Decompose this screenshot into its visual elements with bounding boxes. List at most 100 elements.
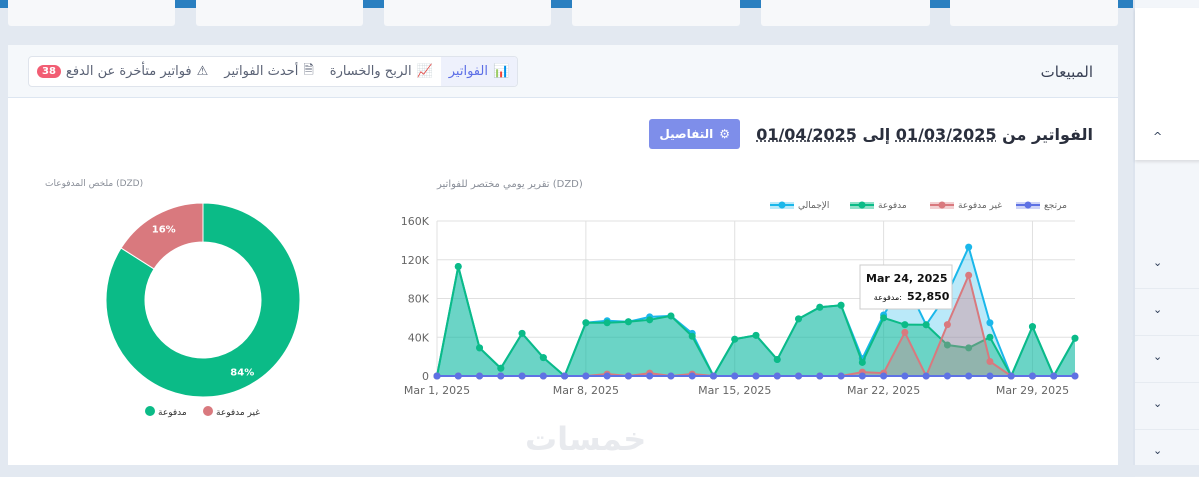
data-point [688,332,696,340]
data-point [582,319,590,327]
data-point [476,372,484,380]
legend-label: مدفوعة [878,201,907,211]
stat-card[interactable] [572,0,740,26]
bar-chart-icon: 📊 [492,64,510,79]
tab-profit-loss[interactable]: 📈 الربح والخسارة [322,57,441,86]
y-tick-label: 80K [408,293,430,306]
legend-marker [938,201,946,209]
stat-card[interactable] [761,0,930,26]
chevron-up-icon[interactable]: ^ [1153,130,1163,143]
sidebar-item[interactable]: ⌄ [1135,383,1199,430]
data-point [752,372,760,380]
x-tick-label: Mar 22, 2025 [847,384,920,397]
data-point [965,271,973,279]
data-point [901,328,909,336]
data-point [624,372,632,380]
legend-label: غير مدفوعة [216,408,260,418]
legend-label: مدفوعة [158,408,187,418]
sidebar-item[interactable]: ⌄ [1135,242,1199,289]
tooltip-value: 52,850 [907,290,950,303]
legend-marker [203,406,213,416]
legend-marker [145,406,155,416]
data-point [858,372,866,380]
data-point [646,372,654,380]
tab-invoices[interactable]: 📊 الفواتير [440,57,518,86]
data-point [816,372,824,380]
x-tick-label: Mar 8, 2025 [553,384,619,397]
data-point [816,303,824,311]
line-chart-icon: 📈 [416,64,433,79]
card-header: المبيعات 📊 الفواتير 📈 الربح والخسارة 🗎 أحدث… [8,45,1118,98]
data-point [1071,372,1079,380]
sidebar-item[interactable]: ⌄ [1135,336,1199,383]
range-sep: إلى [862,124,891,144]
legend-marker [858,201,866,209]
data-point [773,356,781,364]
y-tick-label: 120K [401,254,430,267]
range-from[interactable]: 01/03/2025 [895,124,997,144]
chevron-down-icon: ⌄ [1153,350,1163,363]
series-area [437,247,1075,376]
data-point [901,372,909,380]
overdue-count-badge: 38 [37,65,61,78]
data-point [667,312,675,320]
data-point [709,372,717,380]
area-chart: 0 40K 80K 120K 160K Mar 1, 2025 Mar 8, 2025 Mar… [401,201,1079,397]
donut-data-label: 16% [152,225,176,236]
x-tick-label: Mar 15, 2025 [698,384,771,397]
warning-icon: ⚠ [196,64,209,79]
details-button[interactable]: ⚙ التفاصيل [649,119,741,149]
data-point [433,372,441,380]
stat-card[interactable] [950,0,1118,26]
tab-label: الربح والخسارة [329,64,412,79]
tooltip [859,264,953,310]
tab-label: الفواتير [448,64,488,79]
data-point [986,357,994,365]
data-point [731,335,739,343]
details-label: التفاصيل [659,127,714,141]
data-point [1071,334,1079,342]
data-point [497,364,505,372]
tab-overdue-invoices[interactable]: ⚠ فواتير متأخرة عن الدفع 38 [29,57,216,86]
data-point [986,372,994,380]
watermark-logo: خمسات [525,420,647,458]
y-tick-label: 40K [408,331,430,344]
donut-slice [120,202,204,270]
data-point [795,315,803,323]
stat-card[interactable] [196,0,363,26]
data-point [922,321,930,329]
tab-label: أحدث الفواتير [224,64,299,79]
range-prefix: الفواتير من [1002,124,1093,144]
data-point [1028,323,1036,331]
data-point [943,341,951,349]
data-point [880,372,888,380]
data-point [476,344,484,352]
data-point [901,321,909,329]
data-point [922,372,930,380]
card-title: المبيعات [1040,63,1093,81]
stat-card[interactable] [384,0,551,26]
document-icon: 🗎 [303,62,314,78]
stat-card[interactable] [8,0,175,26]
sidebar-item[interactable]: ⌄ [1135,430,1199,477]
legend-marker [778,201,786,209]
tab-latest-invoices[interactable]: 🗎 أحدث الفواتير [216,57,322,86]
data-point [1050,372,1058,380]
data-point [858,358,866,366]
data-point [518,372,526,380]
range-to[interactable]: 01/04/2025 [756,124,857,144]
legend-label: الإجمالي [798,201,829,211]
sidebar-item[interactable]: ⌄ [1135,289,1199,336]
top-bar [0,0,1133,8]
sidebar-panel: ^ [1135,8,1199,160]
legend-marker [1024,201,1032,209]
data-point [582,372,590,380]
data-point [1028,372,1036,380]
date-range: الفواتير من 01/03/2025 إلى 01/04/2025 [756,125,1093,144]
data-point [1007,372,1015,380]
tooltip-label: مدفوعة: [874,293,902,302]
data-point [518,329,526,337]
data-point [943,321,951,329]
data-point [965,243,973,251]
legend-label: غير مدفوعة [958,201,1002,211]
